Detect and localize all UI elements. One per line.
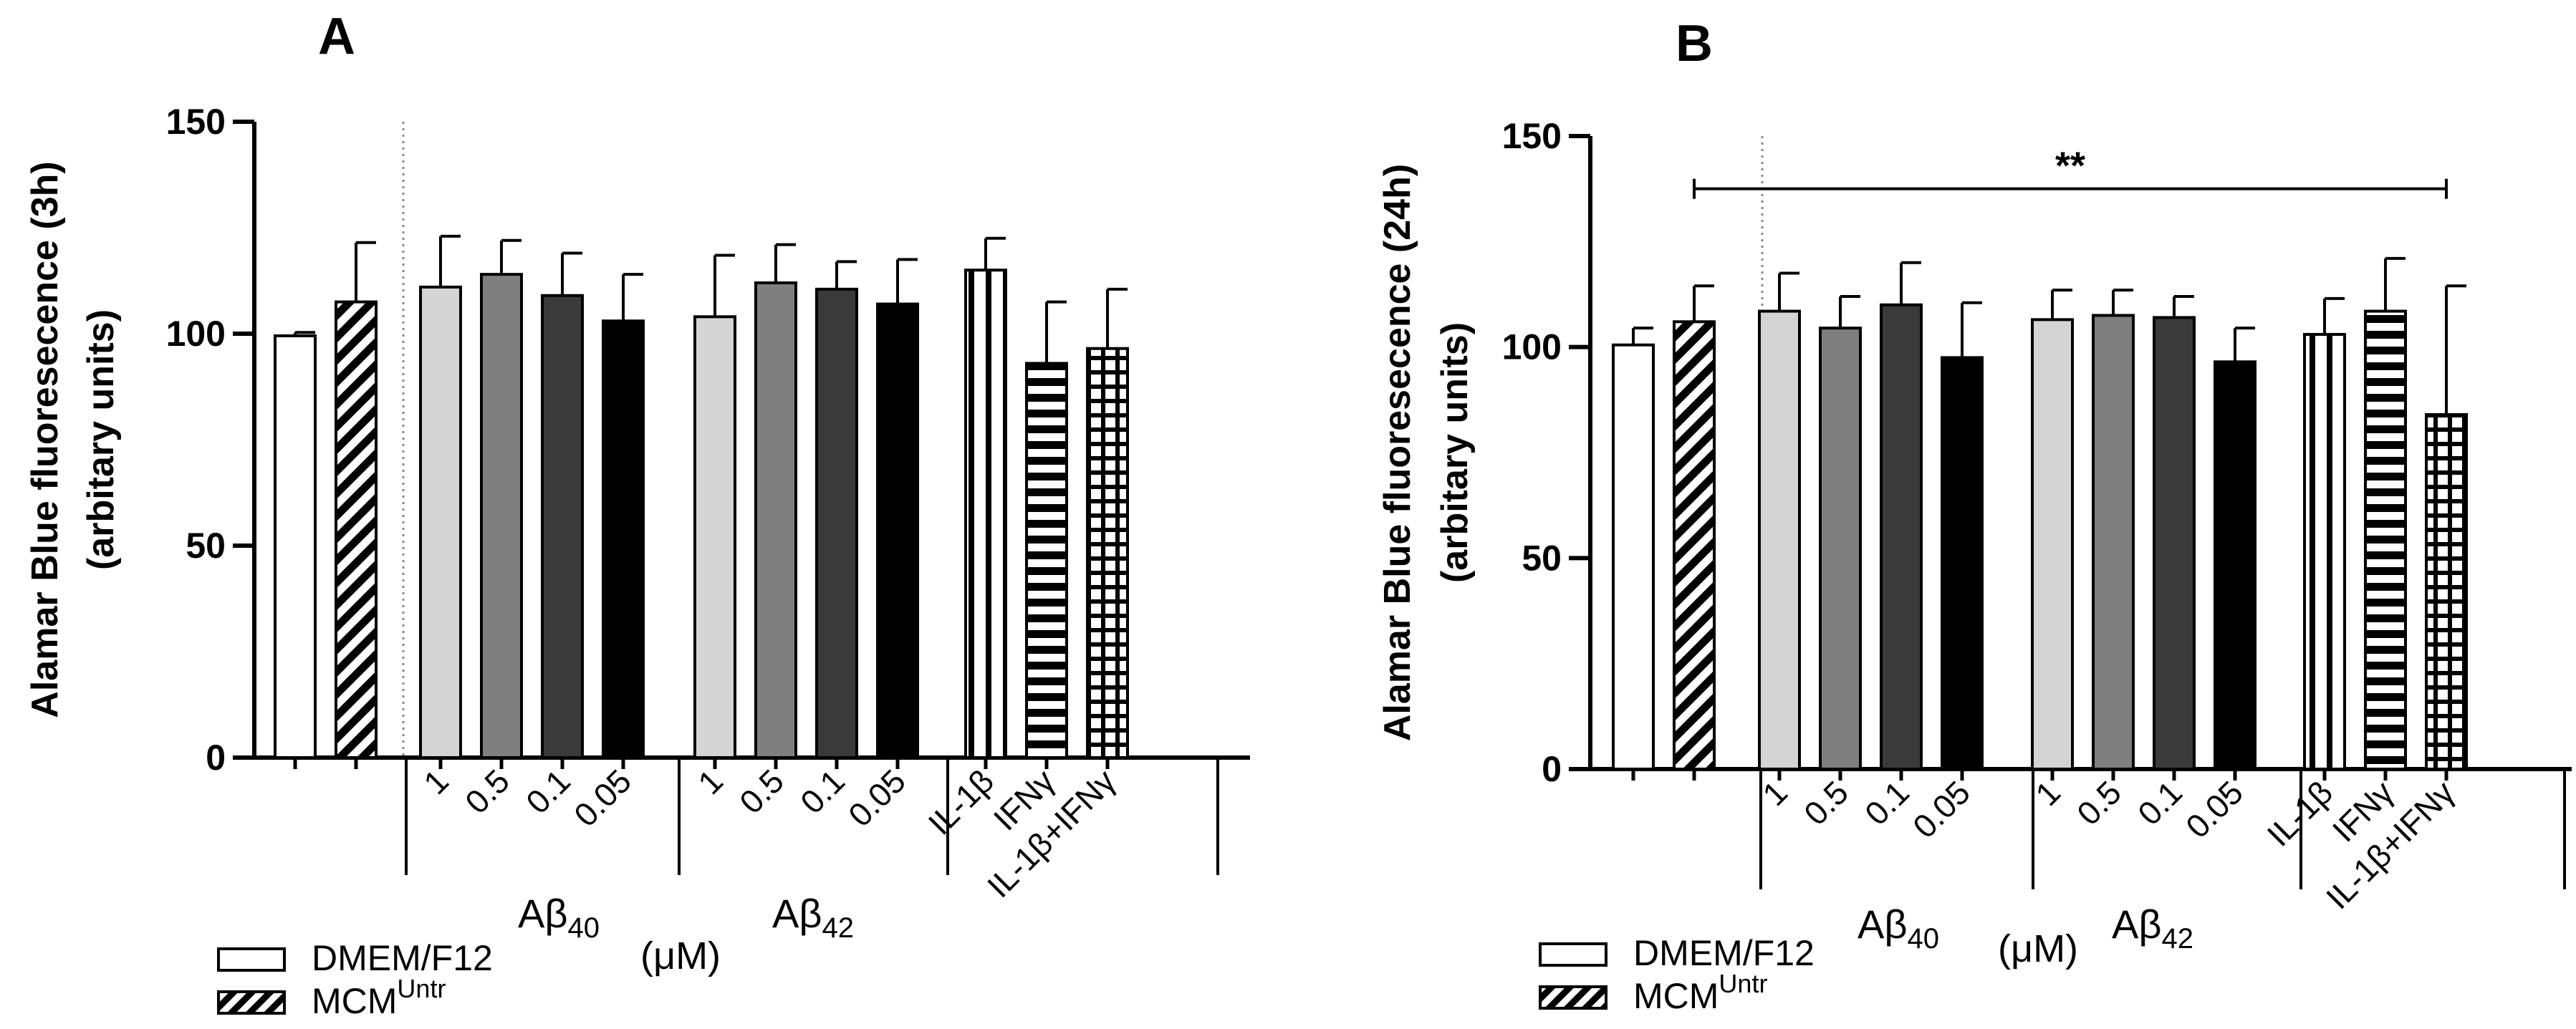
group-label-sub: 40 [1908, 923, 1940, 955]
panel-B: B Alamar Blue fluoresecence (24h) (arbitar… [1377, 15, 2572, 1016]
bar [1819, 327, 1862, 770]
panel-letter: B [1676, 15, 1713, 72]
x-tick-label: 0.05 [567, 762, 638, 834]
y-tick-label: 100 [166, 314, 226, 354]
x-tick-label: 0.5 [458, 762, 516, 821]
legend-label-text: DMEM/F12 [1633, 933, 1815, 973]
group-label: Aβ40 [518, 891, 600, 944]
legend-label-sup: Untr [1719, 969, 1767, 998]
bar [274, 334, 317, 759]
panel-A: A Alamar Blue fluoresecence (3h) (arbitary… [24, 8, 1250, 1021]
legend-unit: (μM) [1998, 927, 2078, 970]
y-tick-label: 150 [1502, 116, 1562, 156]
legend-label-text: MCM [312, 981, 397, 1021]
x-tick-label: 0.5 [732, 762, 791, 821]
legend-label: MCMUntr [312, 974, 446, 1021]
group-label-sub: 42 [822, 912, 855, 944]
bar [419, 285, 462, 759]
legend-swatch [217, 990, 286, 1015]
y-axis-label: Alamar Blue fluoresecence (24h) [1377, 164, 1418, 741]
legend-label-sup: Untr [397, 974, 446, 1003]
x-tick-label: 0.05 [841, 762, 913, 834]
legend-label-text: MCM [1633, 976, 1719, 1016]
y-tick-label: 150 [166, 102, 226, 142]
y-axis-label-units: (arbitary units) [80, 309, 122, 570]
bar [1880, 303, 1923, 770]
group-label-base: Aβ [1857, 902, 1908, 947]
bar [1612, 343, 1655, 771]
bar [335, 300, 378, 760]
x-tick-label: 1 [691, 762, 730, 801]
x-tick-label: 0.5 [1797, 773, 1855, 832]
bar [2031, 318, 2074, 770]
bar [964, 269, 1007, 759]
x-tick-label: 0.1 [793, 762, 852, 821]
legend-swatch [217, 947, 286, 972]
bar [1941, 356, 1984, 770]
legend-label: DMEM/F12 [1633, 933, 1815, 973]
group-label-base: Aβ [772, 891, 822, 936]
legend-unit: (μM) [640, 934, 721, 977]
group-label: Aβ42 [2112, 902, 2193, 955]
group-label: Aβ40 [1857, 902, 1939, 955]
significance-label: ** [2055, 145, 2085, 188]
legend-swatch [1539, 985, 1607, 1010]
bar [2153, 316, 2196, 770]
x-tick-label: 0.05 [2178, 773, 2250, 845]
bar [1758, 309, 1801, 771]
x-tick-label: 0.05 [1905, 773, 1977, 845]
bar [876, 302, 919, 759]
y-tick-label: 0 [1542, 749, 1562, 789]
y-axis-label: Alamar Blue fluoresecence (3h) [24, 161, 66, 718]
y-tick-label: 50 [186, 526, 226, 566]
x-tick-label: 1 [416, 762, 456, 801]
y-axis-label-units: (arbitary units) [1434, 322, 1476, 583]
group-label-base: Aβ [518, 891, 568, 936]
group-label-sub: 42 [2162, 923, 2194, 955]
bar [2303, 332, 2346, 770]
bar [2364, 309, 2407, 771]
x-tick-label: 0.5 [2070, 773, 2128, 832]
legend-label: DMEM/F12 [312, 938, 493, 978]
bar [1086, 347, 1129, 760]
group-label: Aβ42 [772, 891, 854, 944]
y-tick-label: 50 [1522, 538, 1562, 578]
x-tick-label: 0.1 [2130, 773, 2189, 832]
bar [754, 281, 797, 759]
y-tick-label: 100 [1502, 327, 1562, 367]
bar [2092, 314, 2135, 770]
bar [1673, 320, 1716, 771]
bar [815, 287, 858, 759]
group-label-sub: 40 [568, 912, 600, 944]
legend-label-text: DMEM/F12 [312, 938, 493, 978]
bar [602, 319, 645, 759]
group-label-base: Aβ [2112, 902, 2162, 947]
legend-swatch [1539, 942, 1607, 967]
bar [1025, 362, 1068, 759]
panel-letter: A [318, 8, 355, 65]
x-tick-label: IL-1β [921, 762, 1001, 842]
bar [2425, 412, 2468, 771]
x-tick-label: 0.1 [519, 762, 577, 821]
y-tick-label: 0 [206, 738, 226, 778]
bar [541, 294, 584, 760]
bar [2214, 360, 2257, 770]
x-tick-label: 0.1 [1857, 773, 1916, 832]
bar [693, 315, 736, 759]
bar [480, 273, 523, 759]
legend-label: MCMUntr [1633, 969, 1767, 1016]
